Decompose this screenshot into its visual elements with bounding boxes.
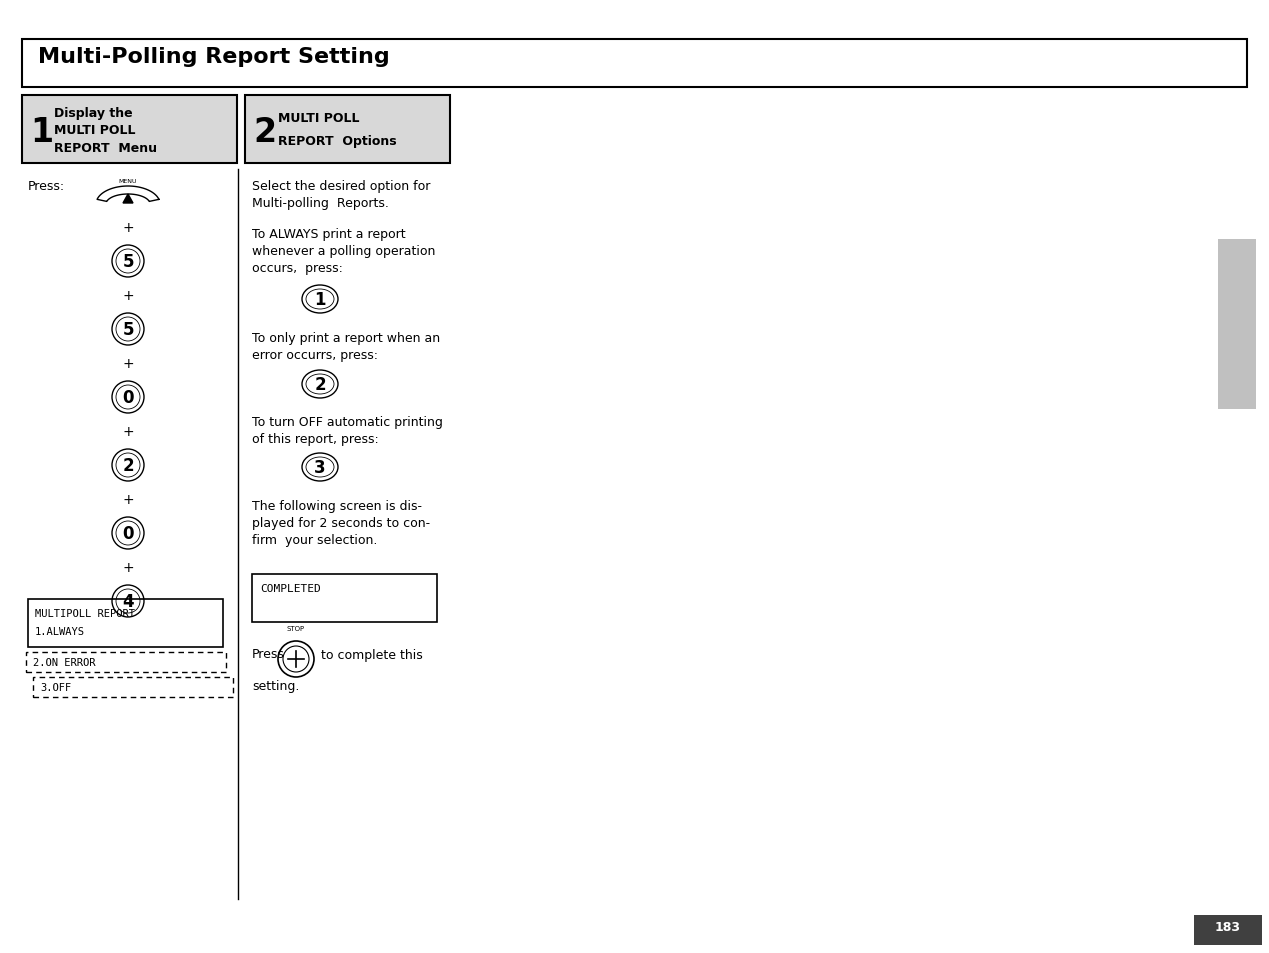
Text: of this report, press:: of this report, press: — [253, 433, 378, 446]
Text: Multi-polling  Reports.: Multi-polling Reports. — [253, 196, 388, 210]
Text: 2: 2 — [253, 115, 277, 149]
Text: Select the desired option for: Select the desired option for — [253, 180, 430, 193]
Text: occurs,  press:: occurs, press: — [253, 262, 343, 274]
FancyBboxPatch shape — [22, 96, 237, 164]
FancyBboxPatch shape — [28, 599, 223, 647]
Polygon shape — [123, 194, 133, 204]
Text: 3: 3 — [315, 458, 326, 476]
Text: +: + — [122, 493, 133, 506]
FancyBboxPatch shape — [1194, 915, 1261, 945]
Text: REPORT  Menu: REPORT Menu — [55, 141, 157, 154]
Text: +: + — [122, 424, 133, 438]
Text: MENU: MENU — [119, 179, 137, 184]
FancyBboxPatch shape — [245, 96, 450, 164]
Text: To turn OFF automatic printing: To turn OFF automatic printing — [253, 416, 443, 429]
Text: 2: 2 — [315, 375, 326, 394]
Text: MULTI POLL: MULTI POLL — [55, 123, 136, 136]
Text: 183: 183 — [1214, 921, 1241, 934]
Text: 0: 0 — [122, 389, 133, 407]
FancyBboxPatch shape — [25, 652, 226, 672]
FancyBboxPatch shape — [33, 678, 233, 698]
Text: +: + — [122, 289, 133, 303]
Text: setting.: setting. — [253, 679, 299, 692]
Text: 1: 1 — [30, 115, 53, 149]
Text: 0: 0 — [122, 524, 133, 542]
Text: 2.ON ERROR: 2.ON ERROR — [33, 658, 95, 667]
Text: 1: 1 — [315, 291, 326, 309]
Text: To only print a report when an: To only print a report when an — [253, 332, 440, 345]
Text: +: + — [122, 221, 133, 234]
Text: 3.OFF: 3.OFF — [41, 682, 71, 692]
Text: played for 2 seconds to con-: played for 2 seconds to con- — [253, 517, 430, 530]
Text: 1.ALWAYS: 1.ALWAYS — [36, 626, 85, 637]
Text: COMPLETED: COMPLETED — [260, 583, 321, 594]
Text: To ALWAYS print a report: To ALWAYS print a report — [253, 228, 406, 241]
Text: MULTI POLL: MULTI POLL — [278, 112, 359, 126]
Text: 5: 5 — [122, 320, 133, 338]
Text: error occurrs, press:: error occurrs, press: — [253, 349, 378, 361]
Text: 4: 4 — [122, 593, 133, 610]
Text: The following screen is dis-: The following screen is dis- — [253, 499, 423, 513]
Text: to complete this: to complete this — [321, 648, 423, 660]
Text: REPORT  Options: REPORT Options — [278, 134, 397, 148]
Text: whenever a polling operation: whenever a polling operation — [253, 245, 435, 257]
FancyBboxPatch shape — [253, 575, 437, 622]
Text: 2: 2 — [122, 456, 133, 475]
Text: STOP: STOP — [287, 625, 305, 631]
Text: Press: Press — [253, 648, 284, 660]
Text: +: + — [122, 560, 133, 575]
FancyBboxPatch shape — [1218, 240, 1256, 410]
Text: Press:: Press: — [28, 180, 65, 193]
Text: Display the: Display the — [55, 108, 133, 120]
Text: firm  your selection.: firm your selection. — [253, 534, 377, 546]
Text: MULTIPOLL REPORT: MULTIPOLL REPORT — [36, 608, 135, 618]
Text: 5: 5 — [122, 253, 133, 271]
FancyBboxPatch shape — [22, 40, 1247, 88]
Text: Multi-Polling Report Setting: Multi-Polling Report Setting — [38, 47, 390, 67]
Text: +: + — [122, 356, 133, 371]
